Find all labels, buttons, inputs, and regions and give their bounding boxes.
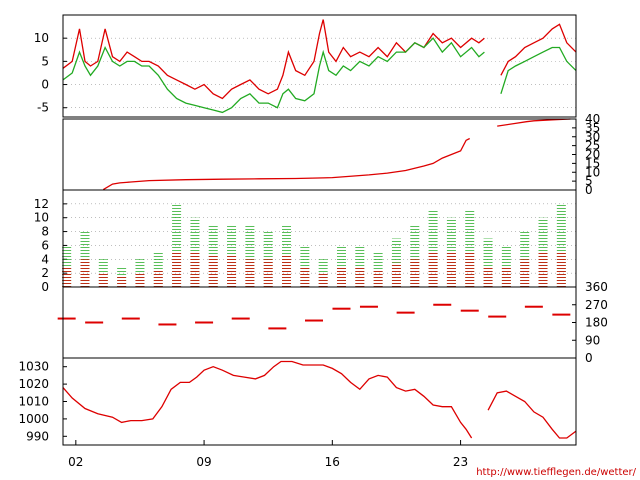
y-tick-label: 6 — [41, 238, 49, 252]
y-tick-label: 0 — [41, 78, 49, 92]
data-point — [433, 303, 452, 306]
y-tick-label: 35 — [585, 121, 600, 135]
y-tick-label: 4 — [41, 252, 49, 266]
data-point — [359, 305, 378, 308]
data-point — [396, 311, 415, 314]
x-tick-label: 16 — [325, 455, 340, 469]
y-tick-label: 25 — [585, 139, 600, 153]
panel-frame — [62, 357, 577, 446]
y-tick-label: 15 — [585, 156, 600, 170]
data-point — [158, 323, 177, 326]
panel-5: 990 1000 1010 1020 1030 — [18, 357, 577, 446]
data-point — [231, 317, 250, 320]
y-tick-label: 90 — [585, 333, 600, 347]
y-tick-label: -5 — [37, 101, 49, 115]
y-tick-label: 12 — [34, 197, 49, 211]
panel-frame — [62, 118, 577, 191]
data-point — [488, 315, 507, 318]
data-point — [332, 307, 351, 310]
y-tick-label: 180 — [585, 316, 608, 330]
x-tick-label: 09 — [196, 455, 211, 469]
data-point — [268, 327, 287, 330]
y-tick-label: 30 — [585, 130, 600, 144]
data-point — [57, 317, 76, 320]
panel-frame — [62, 286, 577, 359]
y-tick-label: 20 — [585, 148, 600, 162]
y-tick-label: 10 — [34, 31, 49, 45]
y-tick-label: 0 — [585, 351, 593, 365]
source-url[interactable]: http://www.tiefflegen.de/wetter/ — [476, 467, 636, 478]
y-tick-label: 40 — [585, 112, 600, 126]
data-point — [552, 313, 571, 316]
y-tick-label: 360 — [585, 280, 608, 294]
series-line-1 — [62, 19, 577, 100]
panel-4: 0 90 180 270 360 — [57, 280, 608, 365]
y-tick-label: 1030 — [18, 360, 49, 374]
panel-frame — [62, 189, 577, 288]
data-point — [85, 321, 104, 324]
y-tick-label: 10 — [34, 211, 49, 225]
x-tick-label: 23 — [453, 455, 468, 469]
series-line-1 — [62, 360, 577, 439]
y-tick-label: 990 — [26, 429, 49, 443]
data-point — [305, 319, 324, 322]
data-point — [524, 305, 543, 308]
y-tick-label: 0 — [41, 280, 49, 294]
y-tick-label: 1000 — [18, 412, 49, 426]
y-tick-label: 10 — [585, 165, 600, 179]
y-tick-label: 2 — [41, 266, 49, 280]
y-tick-label: 1010 — [18, 395, 49, 409]
panel-1: -5 0 5 10 — [34, 14, 577, 118]
y-tick-label: 8 — [41, 225, 49, 239]
x-tick-label: 02 — [68, 455, 83, 469]
y-tick-label: 0 — [585, 183, 593, 197]
series-line-1 — [102, 118, 571, 191]
y-tick-label: 1020 — [18, 377, 49, 391]
y-tick-label: 270 — [585, 298, 608, 312]
data-point — [195, 321, 214, 324]
series-line-2 — [62, 37, 577, 114]
y-tick-label: 5 — [41, 54, 49, 68]
data-point — [460, 309, 479, 312]
panel-frame — [62, 14, 577, 118]
y-tick-label: 5 — [585, 174, 593, 188]
data-point — [121, 317, 140, 320]
